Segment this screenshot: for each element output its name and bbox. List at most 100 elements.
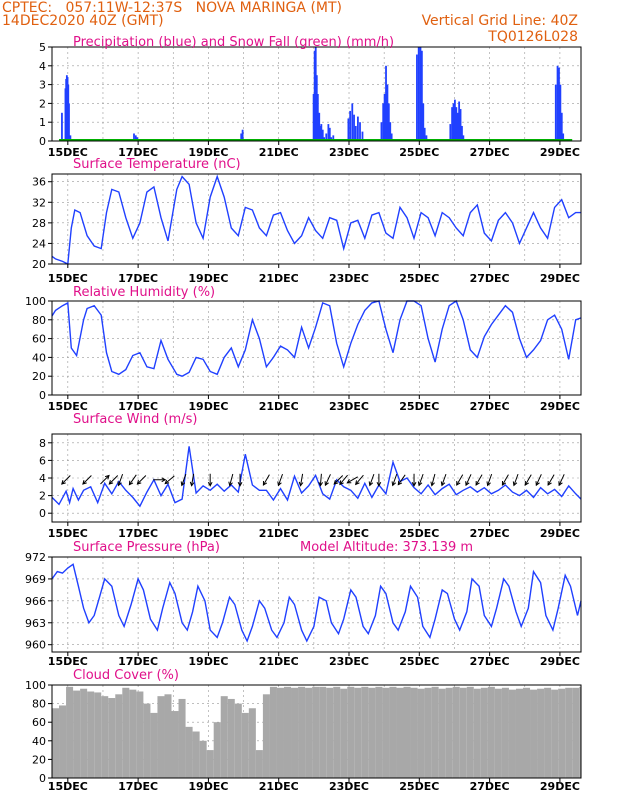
x-tick-label: 21DEC	[259, 527, 299, 540]
x-tick-label: 15DEC	[48, 655, 88, 668]
panel-1: 20 24 28 32 36 15DEC 17DEC 19DEC 21DEC 23DEC 25DEC…	[32, 157, 582, 285]
wind-arrow-shaft	[324, 474, 331, 486]
cloud-bar	[192, 731, 200, 778]
wind-arrow-head	[207, 481, 213, 487]
x-tick-label: 21DEC	[259, 655, 299, 668]
cloud-bar	[396, 687, 404, 778]
cloud-bar	[283, 686, 292, 778]
y-tick-label: 20	[32, 258, 46, 271]
y-tick-label: 963	[25, 617, 46, 630]
wind-arrow	[108, 475, 119, 485]
wind-arrow-shaft	[355, 474, 364, 485]
cloud-bar	[164, 694, 172, 778]
cloud-bar	[220, 696, 228, 778]
precip-bar	[459, 109, 462, 141]
x-tick-label: 29DEC	[540, 272, 580, 285]
cloud-bar	[178, 698, 186, 778]
precip-bar	[559, 84, 562, 141]
precip-bar	[240, 133, 243, 141]
x-tick-label: 19DEC	[188, 527, 228, 540]
y-tick-label: 80	[32, 314, 46, 327]
cloud-bar	[241, 712, 249, 778]
precip-bar	[382, 103, 385, 141]
x-tick-label: 21DEC	[259, 146, 299, 159]
y-tick-label: 80	[32, 698, 46, 711]
wind-arrow	[475, 474, 483, 486]
wind-arrow-head	[501, 480, 507, 486]
wind-arrow-head	[104, 474, 110, 480]
cloud-bar	[389, 686, 397, 778]
y-tick-label: 972	[25, 551, 46, 564]
cloud-bar	[234, 703, 242, 778]
wind-arrow	[164, 475, 175, 485]
precip-bar	[425, 135, 428, 141]
y-tick-label: 3	[39, 79, 46, 92]
wind-arrow-shaft	[262, 474, 270, 486]
precip-bar	[321, 129, 324, 141]
y-tick-label: 32	[32, 196, 46, 209]
wind-arrow-shaft	[418, 473, 424, 486]
wind-arrow-shaft	[191, 473, 195, 486]
wind-arrow-head	[417, 481, 423, 487]
wind-arrow-head	[161, 477, 167, 483]
cloud-bar	[227, 698, 235, 778]
y-tick-label: 0	[39, 772, 46, 785]
precip-bar	[458, 101, 461, 141]
x-tick-label: 17DEC	[118, 527, 158, 540]
precip-bar	[68, 103, 70, 141]
cloud-bar	[361, 686, 369, 778]
wind-arrow	[324, 474, 331, 487]
precip-bar	[419, 47, 422, 141]
x-tick-label: 27DEC	[470, 527, 510, 540]
station-header: CPTEC: 057:11W-12:37S NOVA MARINGA (MT)	[2, 0, 342, 16]
panel-frame	[51, 300, 582, 396]
x-tick-label: 27DEC	[470, 655, 510, 668]
wind-arrow-shaft	[392, 473, 398, 486]
panel-3: 0 2 4 6 8 15DEC 17DEC 19DEC 21DEC 23DEC 25DEC 27DEC…	[39, 412, 582, 540]
wind-arrow	[61, 475, 71, 485]
cloud-bar	[262, 694, 270, 778]
y-tick-label: 28	[32, 217, 46, 230]
wind-arrow	[558, 474, 565, 487]
wind-arrow-head	[440, 481, 446, 487]
cloud-bar	[579, 686, 581, 778]
wind-arrow	[128, 474, 137, 486]
cloud-bar	[480, 687, 488, 778]
wind-arrow-shaft	[535, 474, 542, 486]
cloud-bar	[368, 687, 376, 778]
wind-arrow	[440, 473, 447, 487]
wind-arrow-head	[82, 480, 87, 485]
x-tick-label: 23DEC	[329, 146, 369, 159]
cloud-bar	[276, 687, 284, 778]
cloud-bar	[537, 688, 545, 778]
x-tick-label: 25DEC	[399, 780, 439, 793]
wind-arrow-shaft	[229, 473, 234, 486]
y-tick-label: 20	[32, 753, 46, 766]
x-tick-label: 29DEC	[540, 655, 580, 668]
cloud-bar	[199, 740, 207, 778]
precip-bar	[560, 112, 563, 141]
wind-arrow	[298, 473, 304, 487]
precip-bar	[456, 112, 459, 141]
wind-arrow-head	[465, 481, 470, 487]
wind-arrow	[397, 474, 406, 486]
x-tick-label: 29DEC	[540, 146, 580, 159]
wind-arrow-head	[346, 479, 352, 484]
x-tick-label: 23DEC	[329, 527, 369, 540]
cloud-bar	[66, 686, 74, 778]
precip-bar	[422, 103, 425, 141]
panel-2: 0 20 40 60 80 100 15DEC 17DEC 19DEC 21DEC 23DEC 25D…	[25, 285, 582, 413]
wind-arrow	[189, 473, 195, 487]
x-tick-label: 15DEC	[48, 272, 88, 285]
wind-arrow-shaft	[369, 473, 375, 486]
panel-5: 0 20 40 60 80 100 15DEC 17DEC 19DEC 21DEC 23DEC 25D…	[25, 668, 582, 793]
panel-title: Precipitation (blue) and Snow Fall (gree…	[73, 35, 394, 50]
y-tick-label: 0	[39, 507, 46, 520]
wind-arrow	[153, 477, 167, 483]
precip-bar	[357, 116, 359, 141]
x-tick-label: 27DEC	[470, 146, 510, 159]
wind-arrow	[465, 474, 472, 487]
cloud-bar	[466, 686, 474, 778]
wind-arrow-head	[237, 481, 243, 487]
precip-bar	[61, 112, 63, 141]
